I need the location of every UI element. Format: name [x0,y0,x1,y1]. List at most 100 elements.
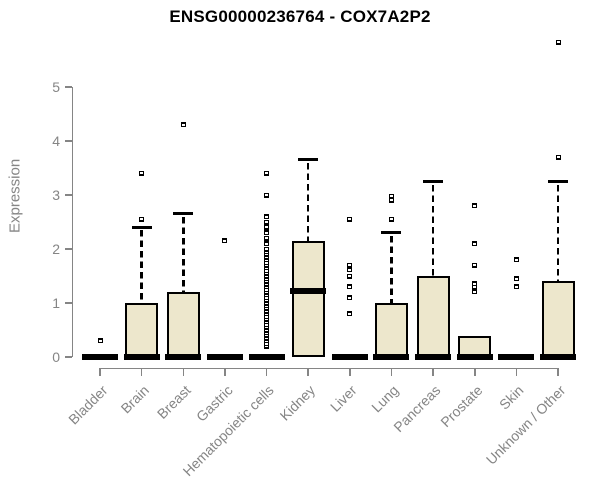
whisker-line [306,162,310,241]
outlier-point [264,287,270,292]
outlier-point [555,39,561,45]
whisker-line [556,184,560,282]
outlier-point [264,254,270,260]
outlier-point [264,319,270,325]
y-tick-label: 0 [52,348,60,365]
outlier-point [180,122,186,128]
chart-title: ENSG00000236764 - COX7A2P2 [169,7,431,26]
outlier-point [264,270,270,276]
median-line [415,354,452,360]
box-rect [374,303,408,357]
outlier-point [264,281,270,287]
x-category-label: Breast [153,382,194,422]
whisker-line [431,184,435,276]
x-category-label: Skin [496,382,527,413]
x-tick [557,367,559,376]
outlier-point [264,338,270,344]
outlier-point [264,273,270,279]
x-tick [432,367,434,376]
outlier-point [555,154,561,160]
y-tick [64,194,72,196]
outlier-point [388,216,394,222]
x-tick [515,367,518,376]
x-tick [307,367,309,376]
outlier-point [347,262,353,268]
outlier-point [97,338,103,344]
outlier-point [347,216,353,222]
whisker-cap [298,158,319,162]
outlier-point [264,284,270,290]
x-category-label: Lung [368,382,402,416]
x-tick [224,367,226,376]
median-line [373,354,410,360]
outlier-point [264,322,270,328]
outlier-point [264,214,270,220]
x-tick [99,367,101,376]
whisker-cap [173,212,194,216]
outlier-point [264,262,270,268]
outlier-point [264,330,270,336]
outlier-point [264,260,270,265]
y-tick [64,86,72,88]
y-tick-label: 1 [52,294,60,311]
outlier-point [264,278,270,284]
y-tick-label: 2 [52,240,60,257]
outlier-point [264,332,270,338]
whisker-cap [423,180,444,183]
outlier-point [264,308,270,314]
y-tick [64,356,72,358]
outlier-point [347,311,353,317]
y-axis-line [71,87,73,357]
median-line [82,354,118,360]
outlier-point [264,268,270,274]
outlier-point [222,238,228,244]
outlier-point [264,192,270,198]
outlier-point [264,297,270,303]
box-rect [125,303,159,357]
outlier-point [513,284,519,290]
y-tick-label: 3 [52,186,60,203]
x-category-label: Bladder [64,382,111,428]
outlier-point [264,241,270,247]
outlier-point [264,324,270,330]
outlier-point [347,273,353,279]
x-tick [474,367,476,376]
box-rect [541,281,575,357]
median-line [456,354,493,360]
outlier-point [264,295,270,301]
outlier-point [264,343,270,349]
whisker-line [182,216,185,293]
y-tick [64,248,72,250]
outlier-point [264,257,270,263]
outlier-point [513,276,519,282]
outlier-point [472,241,478,247]
whisker-cap [131,225,152,229]
x-category-label: Liver [327,382,361,415]
outlier-point [264,230,270,236]
outlier-point [388,193,394,199]
outlier-point [264,265,270,271]
outlier-point [264,235,270,241]
outlier-point [472,289,478,295]
median-line [498,354,535,360]
outlier-point [264,311,270,317]
x-category-label: Unknown / Other [482,382,569,468]
outlier-point [264,289,270,295]
x-tick [349,367,351,376]
median-line [331,354,368,360]
x-axis-line [99,367,559,369]
outlier-point [264,316,270,322]
median-line [165,354,202,360]
whisker-line [390,235,393,303]
outlier-point [347,267,353,273]
box-rect [166,292,200,357]
outlier-point [388,197,394,203]
outlier-point [264,251,270,257]
whisker-line [140,230,143,303]
outlier-point [347,295,353,301]
median-line [206,354,243,360]
x-category-label: Prostate [436,382,486,431]
outlier-point [472,281,478,287]
x-tick [265,367,268,376]
outlier-point [264,305,270,311]
